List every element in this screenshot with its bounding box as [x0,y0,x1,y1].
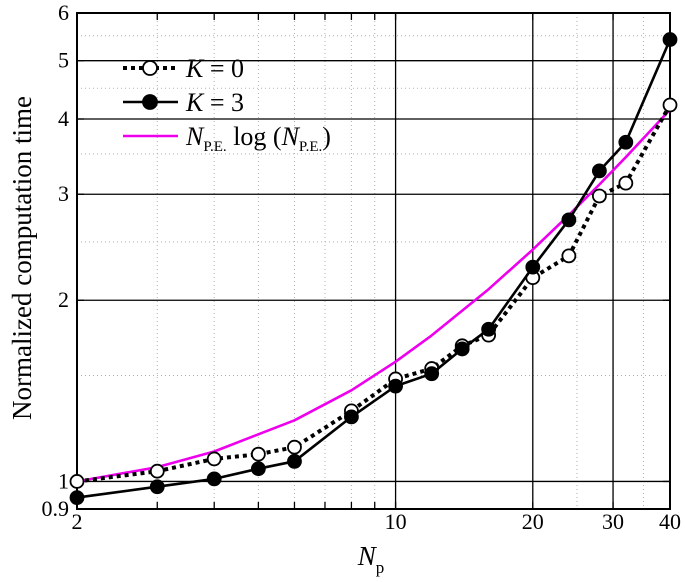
x-tick-label: 10 [385,509,407,534]
data-point [481,321,497,337]
series-line [76,39,672,499]
legend-label-nlogn-close: ) [322,122,331,151]
legend-label-k0-rest: = 0 [203,54,244,83]
data-point [149,479,165,495]
y-tick-label: 1 [58,468,69,493]
legend-label-k3: K = 3 [185,88,244,117]
axes [76,12,671,510]
data-point [149,463,165,479]
data-point [525,259,541,275]
legend-label-k3-rest: = 3 [203,88,244,117]
legend-label-nlogn-log: log ( [227,122,282,151]
legend-label-nlogn: NP.E. log (NP.E.) [185,122,331,155]
data-point [388,378,403,394]
plot-series [69,32,678,506]
y-tick-label: 4 [58,106,69,131]
series-line [76,108,671,483]
data-point [250,461,266,477]
data-point [561,248,577,264]
legend-label-k3-var: K [185,88,205,117]
y-tick-label: 3 [58,181,69,206]
data-point [69,474,85,489]
data-point [618,175,634,191]
series-line [76,104,672,484]
x-tick-label: 20 [522,509,544,534]
data-point [591,163,607,179]
legend-marker-k0 [142,60,158,76]
data-point [618,134,634,150]
y-tick-label: 5 [58,48,69,73]
data-point [206,451,222,467]
y-axis-label: Normalized computation time [7,96,37,420]
data-point [287,439,302,455]
x-axis-label-main: N [357,541,378,571]
data-point [591,188,607,204]
legend-label-nlogn-n1: N [185,122,205,151]
data-point [69,490,85,506]
data-point [344,409,359,425]
x-axis-label-sub: p [376,558,385,577]
data-point [424,366,440,382]
data-point [206,471,222,487]
plot-frame [76,12,671,510]
x-tick-label: 2 [72,509,83,534]
y-tick-label: 0.9 [42,496,70,521]
legend-label-nlogn-n2: N [281,122,301,151]
x-tick-label: 40 [659,509,681,534]
data-point [662,32,678,47]
data-point [662,97,678,113]
legend-label-nlogn-sub1: P.E. [203,139,226,155]
x-tick-label: 30 [602,509,624,534]
grid [77,13,670,509]
data-point [250,446,266,462]
legend-label-k0: K = 0 [185,54,244,83]
y-tick-label: 2 [58,287,69,312]
data-point [287,453,302,469]
legend: K = 0K = 3NP.E. log (NP.E.) [123,54,331,155]
legend-label-k0-var: K [185,54,205,83]
legend-label-nlogn-sub2: P.E. [299,139,322,155]
legend-marker-k3 [142,94,158,110]
x-axis-label: Np [357,541,385,577]
data-point [454,341,470,357]
data-point [561,212,577,228]
y-tick-label: 6 [58,0,69,25]
